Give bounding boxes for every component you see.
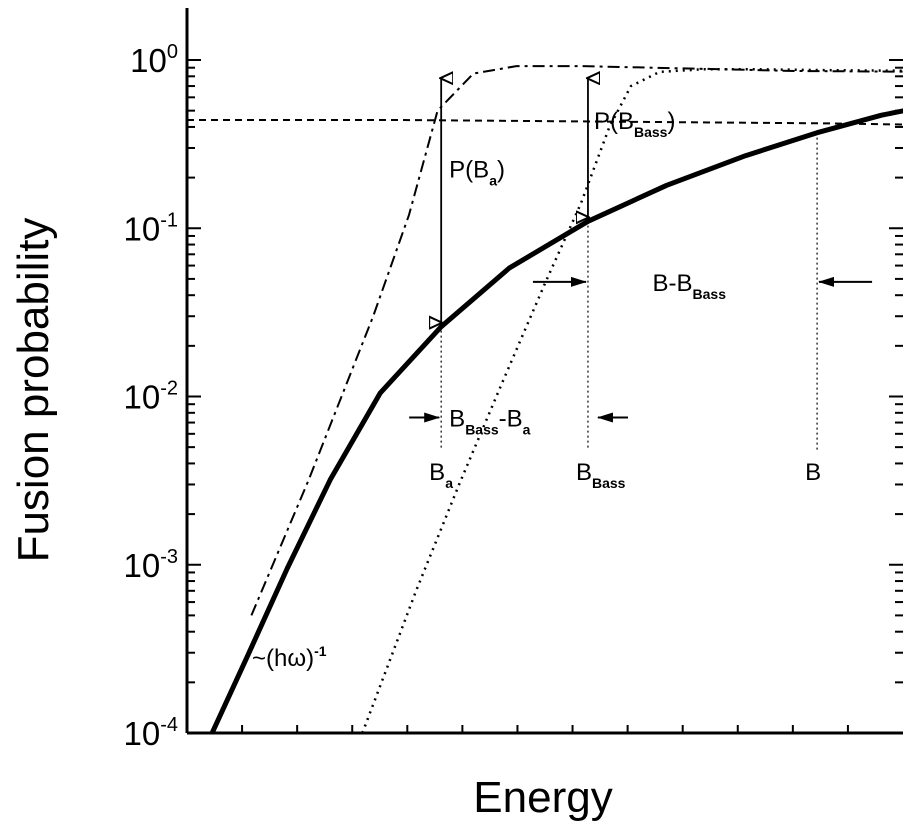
y-tick-label-base: 10 — [130, 42, 167, 79]
p-bbass-text: P(B — [594, 108, 634, 135]
slope-sup: -1 — [314, 643, 327, 659]
bbass-minus-ba-mid: -B — [499, 406, 523, 433]
b-minus-bbass-sub: Bass — [693, 286, 727, 302]
series-line-dotted — [361, 68, 903, 733]
marker-label-base: B — [576, 459, 592, 486]
y-tick-label: 10-2 — [123, 378, 178, 416]
y-tick-label: 10-3 — [123, 546, 178, 584]
bbass-minus-ba-label: BBass-Ba — [449, 406, 530, 438]
y-tick-label-base: 10 — [123, 715, 160, 752]
marker-label-base: B — [805, 459, 821, 486]
series-line-dash-dot — [250, 65, 903, 616]
b-minus-bbass-text: B-B — [653, 270, 693, 297]
marker-label-base: B — [429, 459, 445, 486]
y-tick-label-exponent: -4 — [160, 714, 178, 736]
series-line-dashed — [187, 119, 903, 126]
y-axis-title: Fusion probability — [9, 218, 58, 563]
series-layer — [187, 65, 903, 733]
y-tick-label: 10-1 — [123, 209, 178, 247]
marker-label-sub: a — [445, 475, 453, 491]
p-bbass-label: P(BBass) — [594, 108, 675, 140]
marker-label-sub: Bass — [592, 475, 626, 491]
bbass-minus-ba-sub2: a — [523, 422, 531, 438]
p-bbass-close: ) — [667, 108, 675, 135]
y-tick-label: 100 — [130, 41, 178, 79]
bbass-minus-ba-sub: Bass — [465, 422, 499, 438]
y-tick-label-exponent: -3 — [160, 546, 178, 568]
y-tick-label-exponent: -2 — [160, 378, 178, 400]
slope-text: ~(hω) — [252, 645, 314, 672]
p-ba-close: ) — [497, 157, 505, 184]
y-tick-label-base: 10 — [123, 547, 160, 584]
plot-frame — [185, 8, 903, 735]
y-tick-label-base: 10 — [123, 210, 160, 247]
p-bbass-sub: Bass — [634, 124, 668, 140]
marker-label: Ba — [429, 459, 453, 491]
y-tick-label-exponent: 0 — [167, 41, 178, 63]
p-ba-sub: a — [489, 173, 497, 189]
axis-ticks — [187, 59, 903, 734]
marker-label: BBass — [576, 459, 626, 491]
y-tick-label-base: 10 — [123, 379, 160, 416]
p-ba-text: P(B — [449, 157, 489, 184]
b-minus-bbass-label: B-BBass — [653, 270, 727, 302]
marker-label: B — [805, 459, 821, 486]
p-ba-label: P(Ba) — [449, 157, 505, 189]
bbass-minus-ba-text: B — [449, 406, 465, 433]
y-tick-label: 10-4 — [123, 714, 178, 752]
y-tick-label-exponent: -1 — [160, 209, 178, 231]
x-axis-title: Energy — [473, 773, 612, 822]
series-line-solid — [209, 108, 903, 733]
slope-label: ~(hω)-1 — [252, 643, 327, 672]
